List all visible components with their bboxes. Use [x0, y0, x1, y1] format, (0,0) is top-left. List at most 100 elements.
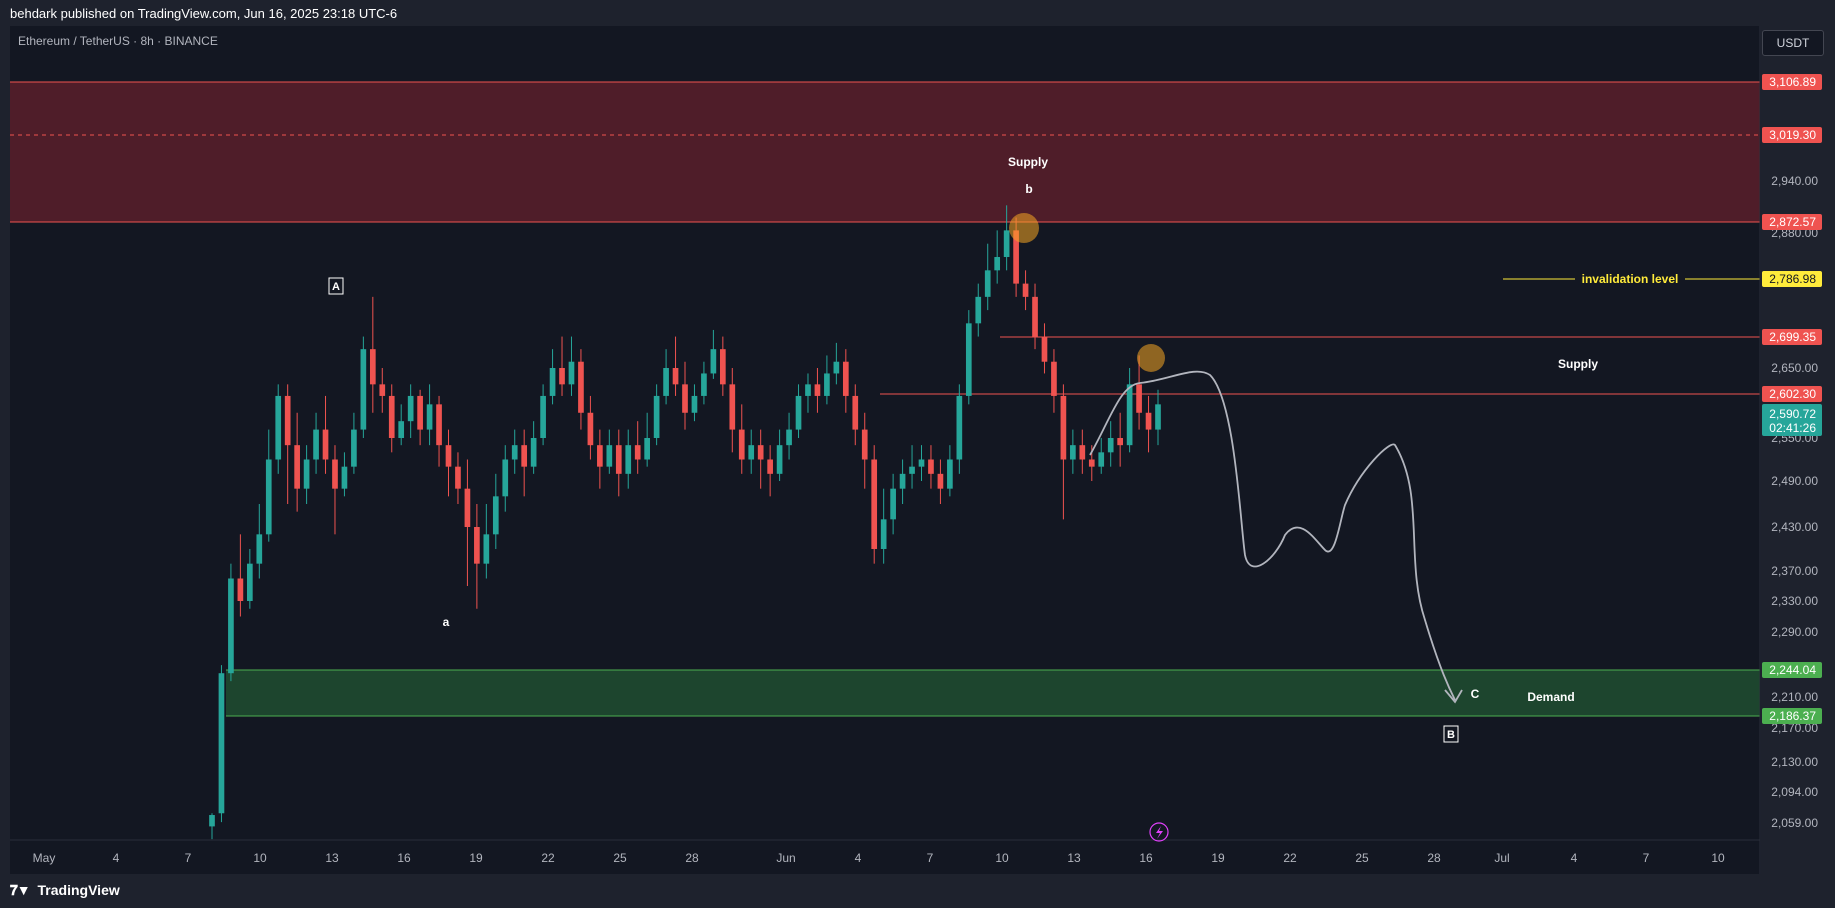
y-tick-label: 2,940.00: [1771, 174, 1818, 188]
x-tick-label: May: [33, 851, 56, 865]
candle-body: [1088, 459, 1095, 467]
swing-high-marker: [1009, 213, 1039, 243]
invalidation-label: invalidation level: [1582, 272, 1679, 286]
candle-body: [947, 459, 953, 489]
candle-body: [474, 527, 480, 564]
y-tick-label: 2,330.00: [1771, 594, 1818, 608]
x-tick-label: Jun: [776, 851, 795, 865]
price-label-bg: [1762, 329, 1822, 345]
candle-body: [1136, 384, 1142, 413]
x-tick-label: 13: [325, 851, 339, 865]
tradingview-logo[interactable]: 𝟕▼ TradingView: [10, 882, 120, 899]
y-tick-label: 2,290.00: [1771, 625, 1818, 639]
candle-body: [1060, 395, 1067, 460]
candle-body: [417, 395, 423, 430]
candle-body: [1079, 445, 1086, 460]
candle-body: [615, 445, 622, 474]
candle-body: [379, 384, 386, 396]
x-tick-label: 22: [1283, 851, 1297, 865]
candle-body: [1070, 445, 1076, 460]
candle-body: [369, 349, 376, 385]
candle-body: [294, 445, 300, 489]
candle-body: [814, 384, 821, 396]
y-tick-label: 2,059.00: [1771, 816, 1818, 830]
x-tick-label: 10: [995, 851, 1009, 865]
candle-body: [209, 815, 215, 827]
candle-body: [786, 429, 792, 446]
x-tick-label: 7: [1643, 851, 1650, 865]
price-label: 2,699.35: [1769, 330, 1816, 344]
candle-body: [436, 404, 442, 446]
x-tick-label: 19: [1211, 851, 1225, 865]
price-label-bg: [1762, 271, 1822, 287]
candle-body: [445, 445, 452, 467]
candle-body: [918, 459, 925, 467]
candle-body: [587, 412, 594, 446]
candle-body: [407, 395, 414, 422]
candle-body: [928, 459, 934, 474]
price-label: 2,186.37: [1769, 709, 1816, 723]
candle-body: [1117, 438, 1123, 446]
supply-zone: [10, 82, 1760, 222]
price-label: 3,019.30: [1769, 128, 1816, 142]
supply-label-2: Supply: [1558, 357, 1598, 371]
candle-body: [1051, 361, 1057, 396]
x-tick-label: Jul: [1494, 851, 1509, 865]
x-tick-label: 7: [927, 851, 934, 865]
candle-body: [398, 421, 405, 438]
candle-body: [644, 438, 650, 460]
candle-body: [1041, 336, 1048, 362]
candle-body: [426, 404, 433, 430]
candle-body: [521, 445, 528, 467]
y-tick-label: 2,490.00: [1771, 474, 1818, 488]
symbol-title: Ethereum / TetherUS · 8h · BINANCE: [18, 34, 218, 48]
tradingview-logo-icon: 𝟕▼: [10, 882, 31, 898]
candle-body: [824, 373, 830, 396]
candle-body: [597, 445, 603, 467]
candle-body: [606, 445, 613, 467]
x-tick-label: 7: [185, 851, 192, 865]
candle-body: [909, 466, 915, 474]
footer-bar: [0, 874, 1835, 908]
candle-body: [313, 429, 319, 460]
candle-body: [795, 395, 802, 430]
price-label-bg: [1762, 127, 1822, 143]
candle-body: [852, 395, 859, 430]
candle-body: [388, 395, 395, 438]
last-price-label: 2,590.72: [1769, 407, 1816, 421]
candle-body: [701, 373, 707, 396]
x-tick-label: 4: [855, 851, 862, 865]
currency-button[interactable]: USDT: [1762, 30, 1824, 56]
candle-body: [748, 445, 755, 460]
wave-label-a: a: [443, 615, 450, 629]
price-label-bg: [1762, 662, 1822, 678]
candle-body: [956, 395, 963, 460]
candle-body: [1022, 283, 1029, 297]
wave-label-A-box: [328, 277, 344, 295]
candle-body: [729, 384, 736, 430]
publish-text: behdark published on TradingView.com, Ju…: [10, 6, 398, 21]
wave-label-B: B: [1447, 729, 1455, 741]
x-tick-label: 16: [1139, 851, 1153, 865]
countdown-label: 02:41:26: [1769, 421, 1816, 435]
candle-body: [833, 361, 840, 374]
candle-body: [682, 384, 688, 413]
candle-body: [284, 395, 291, 446]
candle-body: [256, 534, 263, 564]
supply-zone-label: Supply: [1008, 155, 1048, 169]
candle-body: [218, 673, 225, 814]
candle-body: [559, 368, 565, 385]
demand-zone-label: Demand: [1527, 690, 1574, 704]
last-price-bg: [1762, 404, 1822, 436]
candle-body: [710, 349, 717, 374]
candle-body: [861, 429, 868, 460]
candle-body: [1098, 452, 1105, 467]
candle-body: [890, 488, 896, 520]
candle-body: [776, 445, 783, 474]
price-label-bg: [1762, 74, 1822, 90]
candle-body: [568, 361, 575, 385]
candle-body: [341, 466, 348, 489]
candle-body: [880, 519, 887, 549]
x-tick-label: 4: [1571, 851, 1578, 865]
